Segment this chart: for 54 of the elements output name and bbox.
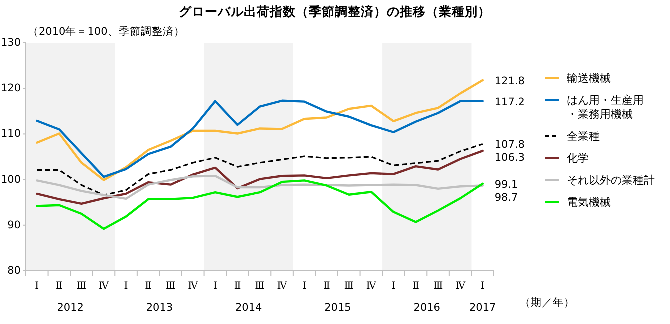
legend-item: それ以外の業種計 (545, 174, 655, 187)
legend-label: 全業種 (567, 130, 600, 143)
data-label: 98.7 (494, 192, 518, 204)
text: 2014 (235, 302, 263, 314)
legend-item: 輸送機械 (545, 72, 611, 85)
legend-item: はん用・生産用・業務用機械 (545, 94, 644, 121)
y-tick-label: 120 (0, 82, 21, 95)
x-tick-label: Ⅱ (234, 281, 242, 292)
legend-item: 電気機械 (545, 196, 611, 209)
x-tick-label: Ⅰ (480, 281, 485, 292)
legend-label: 化学 (567, 152, 589, 165)
legend-item: 化学 (545, 152, 589, 165)
y-tick-label: 90 (8, 219, 21, 232)
x-tick-label: Ⅰ (392, 281, 396, 292)
legend-label: それ以外の業種計 (567, 174, 655, 187)
x-tick-label: Ⅳ (99, 281, 110, 292)
x-tick-label: Ⅰ (302, 281, 307, 292)
chart-title: グローバル出荷指数（季節調整済）の推移（業種別） (179, 4, 491, 19)
data-label: 106.3 (494, 152, 525, 164)
x-tick-label: Ⅱ (412, 281, 420, 292)
legend-item: 全業種 (545, 130, 600, 143)
x-tick-label: Ⅳ (188, 281, 200, 292)
x-tick-label: Ⅳ (366, 281, 378, 292)
x-tick-label: Ⅲ (344, 281, 354, 292)
text: 2013 (146, 302, 174, 314)
x-axis-title: （期／年） (520, 297, 575, 309)
y-tick-label: 100 (0, 174, 21, 186)
text: 2012 (57, 302, 84, 314)
legend-label: はん用・生産用・業務用機械 (567, 94, 644, 121)
text: 2015 (324, 302, 352, 314)
text: 2016 (414, 302, 441, 314)
y-tick-label: 130 (0, 37, 21, 49)
data-label: 117.2 (494, 96, 525, 108)
y-tick-label: 110 (0, 128, 21, 140)
x-tick-label: Ⅲ (76, 281, 87, 292)
x-tick-label: Ⅳ (277, 281, 288, 292)
data-label: 121.8 (494, 75, 525, 88)
legend-label: 輸送機械 (567, 72, 611, 85)
x-tick-label: Ⅰ (124, 281, 128, 292)
text: 2017 (469, 302, 496, 314)
x-tick-label: Ⅳ (456, 281, 467, 292)
data-label: 107.8 (494, 139, 525, 152)
x-tick-label: Ⅰ (35, 281, 40, 292)
data-label: 99.1 (494, 178, 518, 191)
x-tick-label: Ⅱ (323, 281, 330, 292)
legend-label: 電気機械 (567, 196, 611, 209)
x-tick-label: Ⅱ (145, 281, 152, 292)
x-tick-label: Ⅱ (56, 281, 64, 292)
x-tick-label: Ⅲ (433, 281, 444, 292)
chart-subtitle: （2010年＝100、季節調整済） (28, 25, 185, 38)
x-tick-label: Ⅲ (255, 281, 266, 292)
x-tick-label: Ⅰ (213, 281, 218, 292)
x-tick-label: Ⅲ (166, 281, 176, 292)
y-tick-label: 80 (8, 265, 21, 277)
